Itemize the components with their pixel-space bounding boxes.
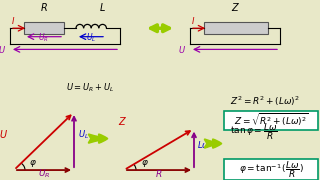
Text: $\varphi$: $\varphi$ — [29, 158, 37, 169]
Text: $U$: $U$ — [178, 44, 186, 55]
Text: $U_L$: $U_L$ — [86, 32, 96, 44]
Text: $R$: $R$ — [155, 168, 163, 179]
Text: $Z = \sqrt{R^2 + (L\omega)^2}$: $Z = \sqrt{R^2 + (L\omega)^2}$ — [234, 111, 308, 129]
Text: $U$: $U$ — [0, 128, 8, 140]
Text: $L$: $L$ — [99, 1, 105, 13]
Text: $I$: $I$ — [11, 15, 15, 26]
Text: $\varphi = \tan^{-1}(\dfrac{L\omega}{R})$: $\varphi = \tan^{-1}(\dfrac{L\omega}{R})… — [239, 159, 303, 180]
FancyBboxPatch shape — [24, 22, 64, 34]
Text: $Z$: $Z$ — [231, 1, 241, 13]
Text: $L\omega$: $L\omega$ — [197, 139, 210, 150]
Text: $U$: $U$ — [0, 44, 6, 55]
Text: $I$: $I$ — [191, 15, 195, 26]
FancyBboxPatch shape — [224, 111, 318, 130]
Text: $Z$: $Z$ — [118, 115, 128, 127]
FancyBboxPatch shape — [204, 22, 268, 34]
Text: $R$: $R$ — [40, 1, 48, 13]
FancyBboxPatch shape — [224, 159, 318, 180]
Text: $U_R$: $U_R$ — [38, 32, 49, 44]
Text: $U=U_R+U_L$: $U=U_R+U_L$ — [66, 82, 114, 94]
Text: $Z^2 = R^2 + (L\omega)^2$: $Z^2 = R^2 + (L\omega)^2$ — [230, 95, 300, 109]
Text: $\tan\varphi = \dfrac{L\omega}{R}$: $\tan\varphi = \dfrac{L\omega}{R}$ — [230, 121, 278, 142]
Text: $\varphi$: $\varphi$ — [141, 158, 149, 169]
Text: $U_R$: $U_R$ — [38, 168, 50, 180]
Text: $U_L$: $U_L$ — [78, 129, 89, 141]
